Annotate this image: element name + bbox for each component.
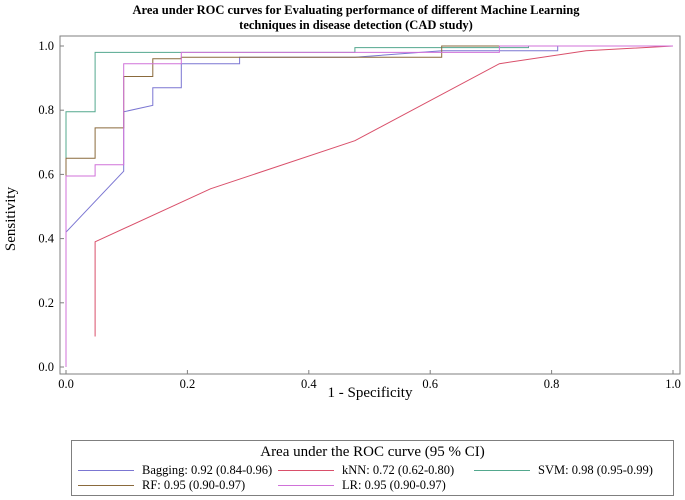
y-tick-label: 0.0 <box>38 360 54 374</box>
series-line-knn <box>94 45 674 337</box>
legend-title: Area under the ROC curve (95 % CI) <box>260 444 485 460</box>
series-layer <box>65 45 674 367</box>
x-tick-label: 0.0 <box>58 377 74 391</box>
series-line-rf <box>65 45 673 367</box>
series-line-svm <box>65 45 673 367</box>
x-axis-label: 1 - Specificity <box>328 385 413 401</box>
plot-frame <box>59 35 681 375</box>
legend-item: RF: 0.95 (0.90-0.97) <box>78 478 245 493</box>
legend-label: RF: 0.95 (0.90-0.97) <box>142 478 246 492</box>
legend-label: LR: 0.95 (0.90-0.97) <box>342 478 446 492</box>
y-tick-label: 1.0 <box>38 39 54 53</box>
ticks-layer: 0.0 0.2 0.4 0.6 0.8 1.0 0.0 0.2 0.4 0.6 0.8 1.0 <box>38 39 680 391</box>
legend-swatch <box>278 470 334 471</box>
legend-label: kNN: 0.72 (0.62-0.80) <box>342 463 455 477</box>
y-tick-label: 0.8 <box>38 103 54 117</box>
chart-title-line-2: techniques in disease detection (CAD stu… <box>239 18 473 32</box>
legend-item: kNN: 0.72 (0.62-0.80) <box>278 463 454 478</box>
legend-swatch <box>78 485 134 486</box>
x-tick-label: 1.0 <box>665 377 681 391</box>
x-tick-label: 0.8 <box>544 377 560 391</box>
legend-item: SVM: 0.98 (0.95-0.99) <box>474 463 653 478</box>
legend-swatch <box>78 470 134 471</box>
legend-item: Bagging: 0.92 (0.84-0.96) <box>78 463 272 478</box>
roc-chart: Area under ROC curves for Evaluating per… <box>3 3 681 401</box>
series-line-lr <box>65 45 673 367</box>
series-line-bagging <box>65 45 673 361</box>
legend-item: LR: 0.95 (0.90-0.97) <box>278 478 446 493</box>
x-tick-label: 0.2 <box>180 377 196 391</box>
y-tick-label: 0.6 <box>38 167 54 181</box>
legend-label: Bagging: 0.92 (0.84-0.96) <box>142 463 273 477</box>
chart-title-line-1: Area under ROC curves for Evaluating per… <box>133 3 581 17</box>
legend-swatch <box>474 470 530 471</box>
y-tick-label: 0.2 <box>38 296 54 310</box>
y-axis-label: Sensitivity <box>3 186 19 251</box>
x-tick-label: 0.6 <box>422 377 438 391</box>
x-tick-label: 0.4 <box>301 377 317 391</box>
y-tick-label: 0.4 <box>38 232 54 246</box>
legend-swatch <box>278 485 334 486</box>
legend: Area under the ROC curve (95 % CI) Baggi… <box>71 440 674 496</box>
legend-label: SVM: 0.98 (0.95-0.99) <box>538 463 653 477</box>
